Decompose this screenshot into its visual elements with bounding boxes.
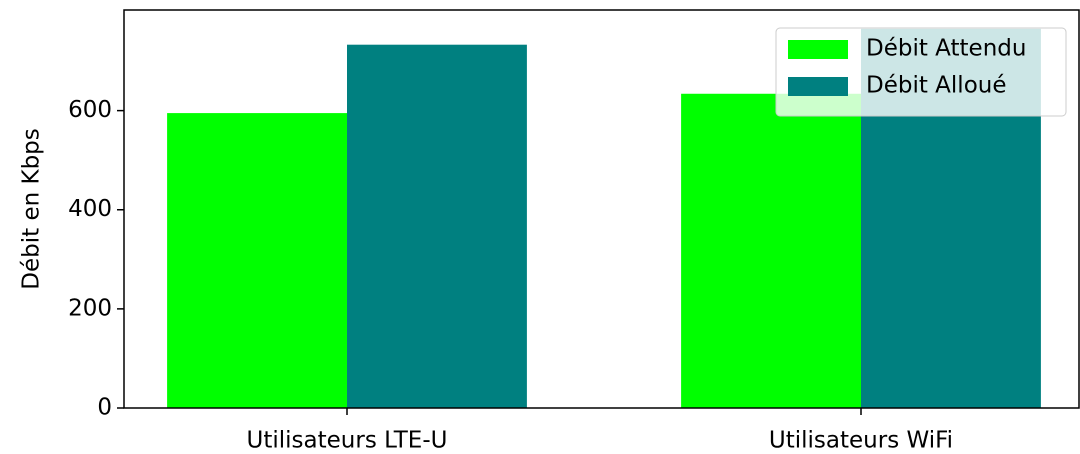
legend-swatch: [788, 40, 848, 59]
x-tick-label: Utilisateurs LTE-U: [247, 428, 448, 454]
plot-frame: [123, 9, 1080, 409]
legend-label: Débit Attendu: [866, 36, 1026, 62]
bar: [681, 93, 861, 408]
legend-swatch: [788, 77, 848, 96]
legend-label: Débit Alloué: [866, 73, 1007, 99]
x-tick-label: Utilisateurs WiFi: [769, 428, 953, 454]
legend-box: [775, 27, 1067, 117]
legend: Débit Attendu Débit Alloué: [775, 27, 1067, 117]
y-tick-label: 400: [68, 196, 112, 222]
y-tick-label: 600: [68, 97, 112, 123]
bar: [167, 113, 347, 409]
y-axis-label: Débit en Kbps: [19, 128, 45, 289]
bar: [347, 44, 527, 409]
y-tick-label: 200: [68, 295, 112, 321]
y-tick-label: 0: [97, 395, 112, 421]
